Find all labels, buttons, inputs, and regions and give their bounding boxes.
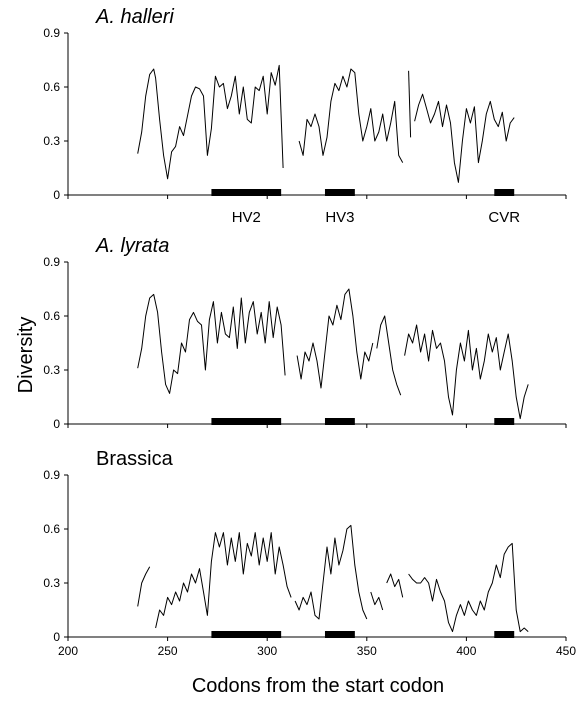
y-tick-label: 0.3 xyxy=(43,576,60,590)
chart-panel-1: 0 0.3 0.6 0.9 HV2 HV3 CVR A. halleri xyxy=(43,6,567,226)
panel-title: A. halleri xyxy=(95,6,174,28)
y-tick-label: 0 xyxy=(53,188,60,202)
region-label: HV2 xyxy=(232,209,261,226)
panel-title: Brassica xyxy=(96,448,174,470)
region-label: HV3 xyxy=(325,209,354,226)
x-tick-label: 200 xyxy=(58,644,78,658)
region-label: CVR xyxy=(488,209,520,226)
series-line-1 xyxy=(137,566,151,607)
y-tick-label: 0.6 xyxy=(43,522,60,536)
region-bar xyxy=(211,189,282,196)
y-tick-label: 0.9 xyxy=(43,255,60,269)
x-tick-label: 350 xyxy=(357,644,377,658)
region-bar xyxy=(494,631,515,638)
x-tick-label: 400 xyxy=(456,644,476,658)
series-line-6 xyxy=(408,542,529,633)
x-tick-label: 450 xyxy=(556,644,576,658)
region-bar xyxy=(494,418,515,425)
chart-panel-3: 0 0.3 0.6 0.9 200 250 300 350 400 450 Brassica xyxy=(43,448,576,658)
series-line-1 xyxy=(137,64,284,180)
series-line-3 xyxy=(294,524,368,620)
series-line-3 xyxy=(408,70,412,138)
series-line-4 xyxy=(404,324,529,420)
series-line-2 xyxy=(296,288,374,389)
y-tick-label: 0.6 xyxy=(43,309,60,323)
y-tick-label: 0.3 xyxy=(43,134,60,148)
x-axis-title: Codons from the start codon xyxy=(192,675,444,697)
series-line-1 xyxy=(137,293,286,394)
series-line-2 xyxy=(155,532,292,629)
y-tick-label: 0.9 xyxy=(43,26,60,40)
panel-title: A. lyrata xyxy=(95,235,169,257)
region-bar xyxy=(211,418,282,425)
y-tick-label: 0 xyxy=(53,630,60,644)
region-bar xyxy=(324,631,355,638)
y-axis-title: Diversity xyxy=(15,317,37,394)
chart-panel-2: 0 0.3 0.6 0.9 A. lyrata xyxy=(43,235,567,431)
region-bar xyxy=(324,189,355,196)
region-bar xyxy=(494,189,515,196)
series-line-2 xyxy=(298,68,404,163)
x-tick-label: 300 xyxy=(257,644,277,658)
region-bar xyxy=(211,631,282,638)
y-tick-label: 0 xyxy=(53,417,60,431)
series-line-5 xyxy=(386,573,404,598)
series-line-3 xyxy=(376,315,402,396)
y-tick-label: 0.3 xyxy=(43,363,60,377)
y-tick-label: 0.6 xyxy=(43,80,60,94)
series-line-4 xyxy=(414,93,515,183)
x-tick-label: 250 xyxy=(158,644,178,658)
series-line-4 xyxy=(370,591,384,611)
region-bar xyxy=(324,418,355,425)
y-tick-label: 0.9 xyxy=(43,468,60,482)
